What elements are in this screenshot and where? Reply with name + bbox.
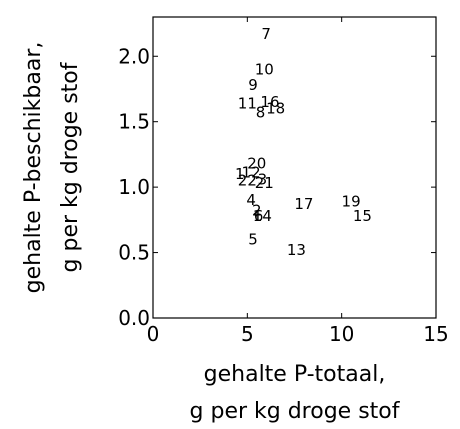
y-tick-label: 2.0 — [118, 44, 150, 68]
x-tick-label: 5 — [241, 322, 254, 346]
data-point-label: 9 — [248, 76, 258, 94]
x-tick-label: 10 — [329, 322, 354, 346]
y-tick-label: 0.0 — [118, 306, 150, 330]
y-tick-label: 1.5 — [118, 110, 150, 134]
x-axis-title-line-1: gehalte P-totaal, — [204, 362, 386, 387]
data-point-label: 17 — [294, 195, 313, 213]
tick-labels: 0 5 10 150.00.51.01.52.0 — [118, 44, 449, 346]
data-point-label: 18 — [266, 100, 285, 118]
data-point-label: 2 — [252, 202, 262, 220]
x-axis-title-line-2: g per kg droge stof — [190, 399, 401, 424]
y-tick-label: 0.5 — [118, 241, 150, 265]
data-point-label: 4 — [246, 191, 256, 209]
data-point-label: 1 — [235, 165, 245, 183]
y-tick-label: 1.0 — [118, 175, 150, 199]
data-point-label: 19 — [342, 193, 361, 211]
data-point-label: 8 — [256, 104, 266, 122]
data-point-label: 16 — [260, 93, 279, 111]
x-tick-label: 15 — [423, 322, 448, 346]
data-point-label: 15 — [353, 207, 372, 225]
x-tick-label: 0 — [147, 322, 160, 346]
data-point-label: 6 — [254, 207, 264, 225]
data-point-label: 10 — [255, 60, 274, 78]
data-point-label: 3 — [258, 170, 268, 188]
data-point-label: 14 — [253, 207, 272, 225]
tick-marks — [152, 17, 437, 319]
data-point-label: 12 — [242, 164, 261, 182]
data-point-label: 13 — [287, 241, 306, 259]
data-point-label: 22 — [238, 172, 257, 190]
data-point-label: 5 — [248, 230, 258, 248]
data-point-label: 11 — [238, 94, 257, 112]
data-point-label: 20 — [247, 155, 266, 173]
plot-frame — [152, 16, 437, 319]
y-axis-title-line-1: gehalte P-beschikbaar, — [21, 42, 46, 294]
data-point-label: 21 — [255, 174, 274, 192]
y-axis-title-line-2: g per kg droge stof — [58, 61, 83, 272]
data-point-label: 7 — [261, 25, 271, 43]
